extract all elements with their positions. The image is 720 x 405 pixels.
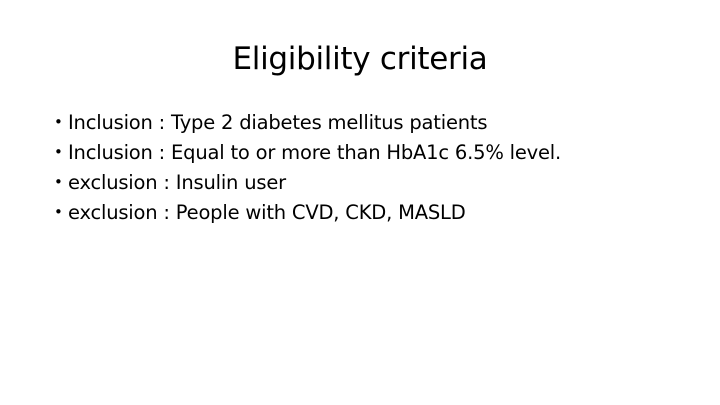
list-item: • Inclusion : Type 2 diabetes mellitus p… [54,107,561,137]
bullet-icon: • [54,203,63,221]
criteria-text: Inclusion : Equal to or more than HbA1c … [68,140,562,164]
list-item: • exclusion : People with CVD, CKD, MASL… [54,197,561,227]
bullet-icon: • [54,113,63,131]
criteria-text: exclusion : People with CVD, CKD, MASLD [68,200,466,224]
criteria-text: exclusion : Insulin user [68,170,286,194]
bullet-icon: • [54,173,63,191]
criteria-text: Inclusion : Type 2 diabetes mellitus pat… [68,110,488,134]
list-item: • exclusion : Insulin user [54,167,561,197]
bullet-icon: • [54,143,63,161]
list-item: • Inclusion : Equal to or more than HbA1… [54,137,561,167]
slide-title: Eligibility criteria [232,41,488,77]
criteria-list: • Inclusion : Type 2 diabetes mellitus p… [54,107,561,227]
